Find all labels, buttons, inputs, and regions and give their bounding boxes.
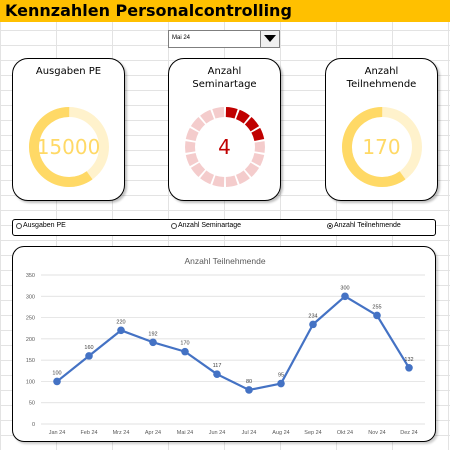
y-tick-label: 100	[26, 379, 35, 385]
y-tick-label: 250	[26, 316, 35, 322]
radio-ausgaben-pe[interactable]: Ausgaben PE	[16, 222, 66, 229]
donut-fill	[342, 107, 422, 187]
x-tick-label: Feb 24	[80, 430, 97, 436]
x-tick-label: Dez 24	[400, 430, 417, 436]
data-point	[117, 326, 125, 335]
data-point	[53, 377, 61, 386]
x-tick-label: Jun 24	[209, 430, 226, 436]
donut-segment	[190, 117, 206, 132]
data-point	[373, 311, 381, 320]
x-tick-label: Okt 24	[337, 430, 353, 436]
x-tick-label: Jul 24	[242, 430, 257, 436]
month-dropdown[interactable]: Mai 24	[168, 30, 280, 48]
x-tick-label: Aug 24	[272, 430, 289, 436]
radio-anzahl-teilnehmende[interactable]: Anzahl Teilnehmende	[327, 222, 401, 229]
kpi-card-ausgaben-pe: Ausgaben PE 15000	[12, 58, 125, 201]
data-label: 255	[372, 304, 381, 310]
page-title: Kennzahlen Personalcontrolling	[0, 0, 450, 22]
donut-segment	[212, 175, 225, 187]
donut-segment	[225, 107, 238, 119]
line-chart-card: Anzahl Teilnehmende 0 50 100 150 200 250 300 350…	[12, 246, 436, 442]
data-point	[213, 370, 221, 378]
kpi-title: Anzahl Seminartage	[192, 66, 257, 90]
y-tick-label: 0	[32, 422, 35, 428]
kpi-card-anzahl-seminartage: Anzahl Seminartage 4	[168, 58, 281, 201]
y-tick-label: 350	[26, 273, 35, 279]
month-dropdown-value: Mai 24	[172, 35, 191, 41]
donut-segment	[225, 175, 238, 187]
kpi-value: 4	[218, 135, 231, 159]
x-tick-label: Jan 24	[49, 430, 66, 436]
y-tick-label: 200	[26, 337, 35, 343]
data-label: 192	[148, 331, 157, 337]
donut-segment	[212, 107, 225, 119]
donut-segment	[185, 127, 199, 142]
donut-segment	[190, 162, 206, 177]
radio-circle-icon	[16, 222, 22, 229]
metric-radio-group: Ausgaben PE Anzahl Seminartage Anzahl Te…	[12, 219, 436, 236]
x-tick-label: Apr 24	[145, 430, 161, 436]
x-tick-label: Mai 24	[177, 430, 194, 436]
donut-segment	[244, 162, 260, 177]
data-point	[181, 347, 189, 356]
data-label: 234	[308, 313, 317, 319]
x-tick-label: Nov 24	[368, 430, 385, 436]
kpi-donut	[28, 107, 109, 187]
y-tick-label: 150	[26, 358, 35, 364]
kpi-donut	[342, 107, 422, 187]
data-label: 170	[180, 341, 189, 347]
donut-segment	[200, 170, 215, 185]
data-label: 160	[84, 345, 93, 351]
data-label: 80	[246, 379, 252, 385]
data-point	[309, 320, 317, 329]
data-point	[277, 379, 285, 388]
radio-circle-icon	[327, 222, 333, 229]
data-label: 132	[404, 357, 413, 363]
data-label: 220	[116, 319, 125, 325]
donut-segment	[200, 109, 215, 124]
data-label: 95	[278, 373, 284, 379]
donut-fill	[28, 107, 109, 187]
donut-segment	[185, 152, 199, 167]
series-line	[56, 295, 410, 392]
donut-segment	[235, 109, 250, 124]
chevron-down-icon[interactable]	[260, 31, 279, 47]
kpi-title: Ausgaben PE	[35, 66, 102, 77]
chart-title: Anzahl Teilnehmende	[184, 256, 265, 266]
data-point	[85, 352, 93, 360]
kpi-value: 170	[362, 135, 401, 159]
kpi-card-anzahl-teilnehmende: Anzahl Teilnehmende 170	[325, 58, 438, 201]
x-tick-label: Sep 24	[304, 430, 321, 436]
kpi-value: 15000	[36, 135, 101, 159]
kpi-donut	[185, 107, 265, 187]
donut-segment	[185, 141, 196, 153]
data-label: 300	[340, 285, 349, 291]
data-point	[149, 338, 157, 347]
y-tick-label: 50	[29, 401, 35, 407]
donut-segment	[251, 127, 265, 142]
donut-segment	[254, 141, 265, 153]
donut-segment	[251, 152, 265, 167]
x-tick-label: Mrz 24	[113, 430, 130, 436]
data-label: 100	[52, 370, 61, 376]
data-label: 117	[213, 363, 222, 369]
line-chart: Anzahl Teilnehmende 0 50 100 150 200 250 300 350…	[26, 256, 425, 436]
data-point	[245, 386, 253, 394]
radio-anzahl-seminartage[interactable]: Anzahl Seminartage	[171, 222, 241, 229]
kpi-title: Anzahl Teilnehmende	[346, 66, 417, 90]
radio-circle-icon	[171, 222, 177, 229]
data-point	[405, 364, 413, 372]
data-point	[341, 292, 349, 301]
y-tick-label: 300	[26, 294, 35, 300]
donut-segment	[244, 117, 260, 132]
donut-segment	[235, 170, 250, 185]
